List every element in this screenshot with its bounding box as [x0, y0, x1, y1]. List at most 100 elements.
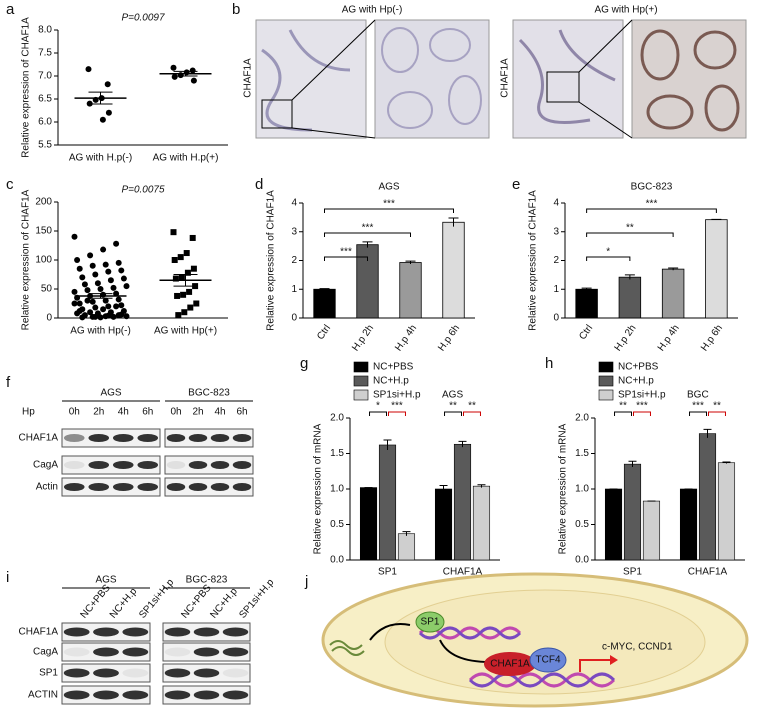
x-tick-label: SP1	[378, 567, 397, 578]
point	[186, 288, 193, 295]
y-axis-label: Relative expression of CHAF1A	[21, 17, 32, 158]
y-tick-label: 7.5	[38, 48, 52, 59]
error-bar	[173, 274, 198, 287]
lane-label: 6h	[236, 407, 247, 418]
point	[71, 233, 78, 240]
x-tick-label: CHAF1A	[688, 567, 728, 578]
band	[210, 483, 230, 491]
x-tick-label: Ctrl	[315, 323, 333, 342]
blot-strip	[61, 428, 161, 448]
bar	[705, 219, 728, 319]
lane-label: SP1si+H.p	[237, 577, 276, 621]
band	[137, 483, 159, 491]
target-genes: c-MYC, CCND1	[602, 642, 673, 653]
band	[112, 483, 134, 491]
band	[93, 690, 119, 700]
error-bar	[477, 484, 486, 488]
sig-label: ***	[383, 199, 395, 210]
y-tick-label: 0.5	[330, 519, 344, 530]
band	[164, 627, 191, 637]
arrow	[579, 659, 610, 672]
sig-bracket	[586, 208, 717, 213]
panel-label: a	[6, 1, 15, 18]
y-tick-label: 2.0	[330, 413, 344, 424]
row-label: Actin	[36, 482, 58, 493]
legend-swatch	[598, 389, 614, 401]
point	[113, 240, 120, 247]
panel-b: b AG with Hp(-) AG with Hp(+) CHAF1A CHA…	[232, 1, 747, 139]
error-bar	[439, 484, 448, 493]
sig-label: ***	[636, 401, 648, 412]
point	[84, 297, 91, 304]
legend-swatch	[598, 361, 614, 373]
bar	[397, 533, 416, 561]
chart-title: AGS	[378, 182, 399, 193]
point	[118, 311, 125, 318]
y-axis-label: Relative expression of mRNA	[313, 423, 324, 554]
panel-label: h	[545, 355, 553, 372]
y-tick-label: 0.0	[330, 555, 344, 566]
error-bar	[402, 531, 411, 536]
bar	[434, 488, 453, 561]
band	[164, 690, 191, 700]
bar	[575, 288, 598, 319]
row-label: CHAF1A	[19, 433, 59, 444]
point	[89, 298, 96, 305]
y-tick-label: 4	[553, 198, 559, 209]
band	[93, 647, 119, 657]
point	[105, 109, 112, 116]
sig-label: **	[449, 401, 457, 412]
bar	[313, 288, 336, 319]
y-tick-label: 100	[35, 255, 52, 266]
row-label: CagA	[33, 647, 58, 658]
zoom-box	[261, 99, 293, 129]
panel-label: g	[300, 355, 308, 372]
bar	[472, 485, 491, 561]
panel-label: i	[6, 569, 9, 586]
y-tick-label: 0	[46, 313, 52, 324]
bar	[359, 487, 378, 561]
y-tick-label: 1	[553, 284, 559, 295]
band	[88, 461, 110, 469]
sig-label: *	[606, 247, 610, 258]
sig-bracket	[369, 411, 387, 416]
point	[87, 309, 94, 316]
point	[190, 77, 197, 84]
point	[187, 304, 194, 311]
point	[79, 314, 86, 321]
point	[171, 257, 178, 263]
bacterium	[329, 640, 365, 656]
legend-label: NC+PBS	[618, 362, 659, 373]
x-tick-label: H.p 6h	[699, 323, 725, 353]
blot-strip	[164, 428, 254, 448]
point	[189, 67, 196, 74]
bar	[378, 444, 397, 561]
band	[122, 627, 149, 637]
error-bar	[405, 260, 416, 264]
y-tick-label: 1.0	[575, 484, 589, 495]
point	[110, 284, 117, 291]
sig-bracket	[708, 411, 726, 416]
x-tick-label: H.p 4h	[393, 323, 419, 353]
point	[99, 116, 106, 123]
arrow	[439, 639, 491, 663]
sig-bracket	[444, 411, 462, 416]
zoom-line	[291, 19, 376, 101]
error-bar	[173, 70, 198, 77]
stain-label: CHAF1A	[243, 58, 254, 98]
p-value: P=0.0075	[121, 185, 165, 196]
sig-label: ***	[692, 401, 704, 412]
sig-bracket	[633, 411, 651, 416]
band	[88, 483, 110, 491]
point	[105, 312, 112, 319]
factor-label: CHAF1A	[490, 659, 530, 670]
bar	[698, 433, 717, 561]
error-bar	[88, 293, 113, 299]
point	[118, 302, 125, 309]
x-tick-label: AG with H.p(+)	[153, 153, 219, 164]
dna	[418, 626, 522, 640]
sig-bracket	[463, 411, 481, 416]
lane-label: SP1si+H.p	[137, 577, 176, 621]
point	[102, 261, 109, 268]
blot-strip	[61, 477, 161, 497]
